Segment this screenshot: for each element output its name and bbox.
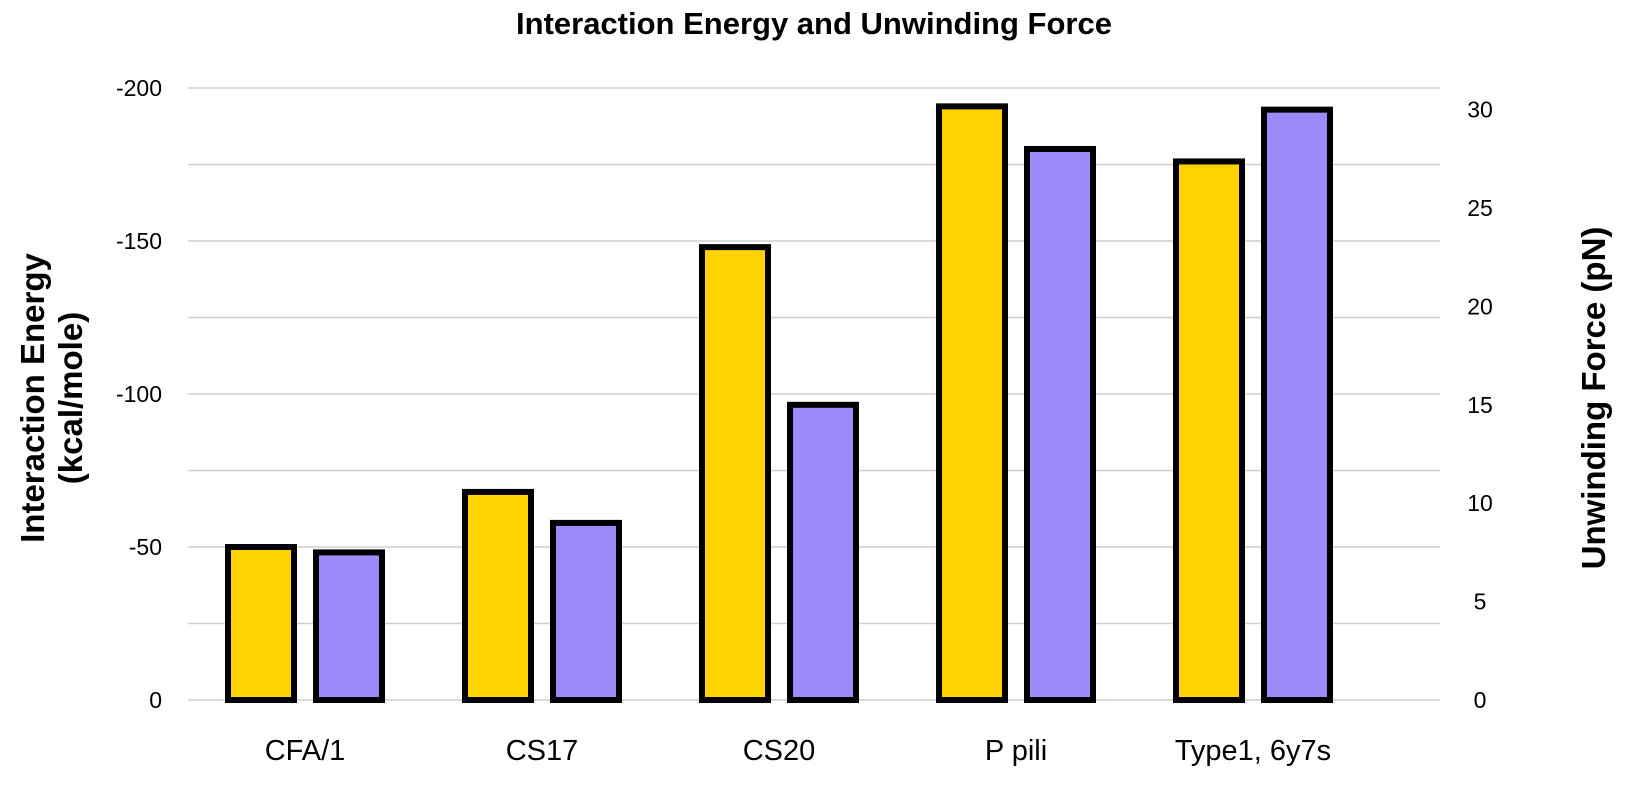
left-tick-label: -100 bbox=[116, 381, 162, 407]
right-axis-ticks: 0 5 10 15 20 25 30 bbox=[1467, 97, 1493, 713]
left-axis-label-line-2: (kcal/mole) bbox=[52, 312, 89, 484]
left-tick-label: 0 bbox=[149, 687, 162, 713]
category-label: CS20 bbox=[743, 735, 816, 767]
left-tick-label: -200 bbox=[116, 75, 162, 101]
right-tick-label: 25 bbox=[1467, 195, 1493, 221]
right-tick-label: 10 bbox=[1467, 490, 1493, 516]
right-tick-label: 30 bbox=[1467, 97, 1493, 123]
bar-interaction-energy bbox=[462, 488, 534, 704]
right-axis-label: Unwinding Force (pN) bbox=[1575, 227, 1612, 570]
left-axis-label-line-1: Interaction Energy bbox=[14, 252, 51, 542]
right-tick-label: 15 bbox=[1467, 392, 1493, 418]
left-axis-ticks: 0 -50 -100 -150 -200 bbox=[116, 75, 162, 713]
chart-title: Interaction Energy and Unwinding Force bbox=[516, 6, 1112, 41]
bar-interaction-energy bbox=[699, 244, 771, 703]
category-label: P pili bbox=[985, 735, 1047, 767]
left-tick-label: -50 bbox=[129, 534, 162, 560]
right-tick-label: 5 bbox=[1474, 589, 1487, 615]
bar-unwinding-force bbox=[313, 549, 385, 703]
right-tick-label: 0 bbox=[1474, 687, 1487, 713]
right-tick-label: 20 bbox=[1467, 293, 1493, 319]
bar-interaction-energy bbox=[1173, 158, 1245, 703]
bar-unwinding-force bbox=[787, 401, 859, 703]
category-label: CFA/1 bbox=[265, 735, 346, 767]
grid-lines bbox=[188, 87, 1440, 701]
bar-unwinding-force bbox=[550, 519, 622, 704]
category-labels: CFA/1 CS17 CS20 P pili Type1, 6y7s bbox=[265, 735, 1331, 767]
bar-interaction-energy bbox=[936, 103, 1008, 704]
category-label: CS17 bbox=[506, 735, 579, 767]
bar-unwinding-force bbox=[1024, 146, 1096, 703]
bars bbox=[225, 103, 1333, 704]
bar-unwinding-force bbox=[1261, 106, 1333, 703]
left-tick-label: -150 bbox=[116, 228, 162, 254]
category-label: Type1, 6y7s bbox=[1175, 735, 1331, 767]
bar-interaction-energy bbox=[225, 544, 297, 703]
